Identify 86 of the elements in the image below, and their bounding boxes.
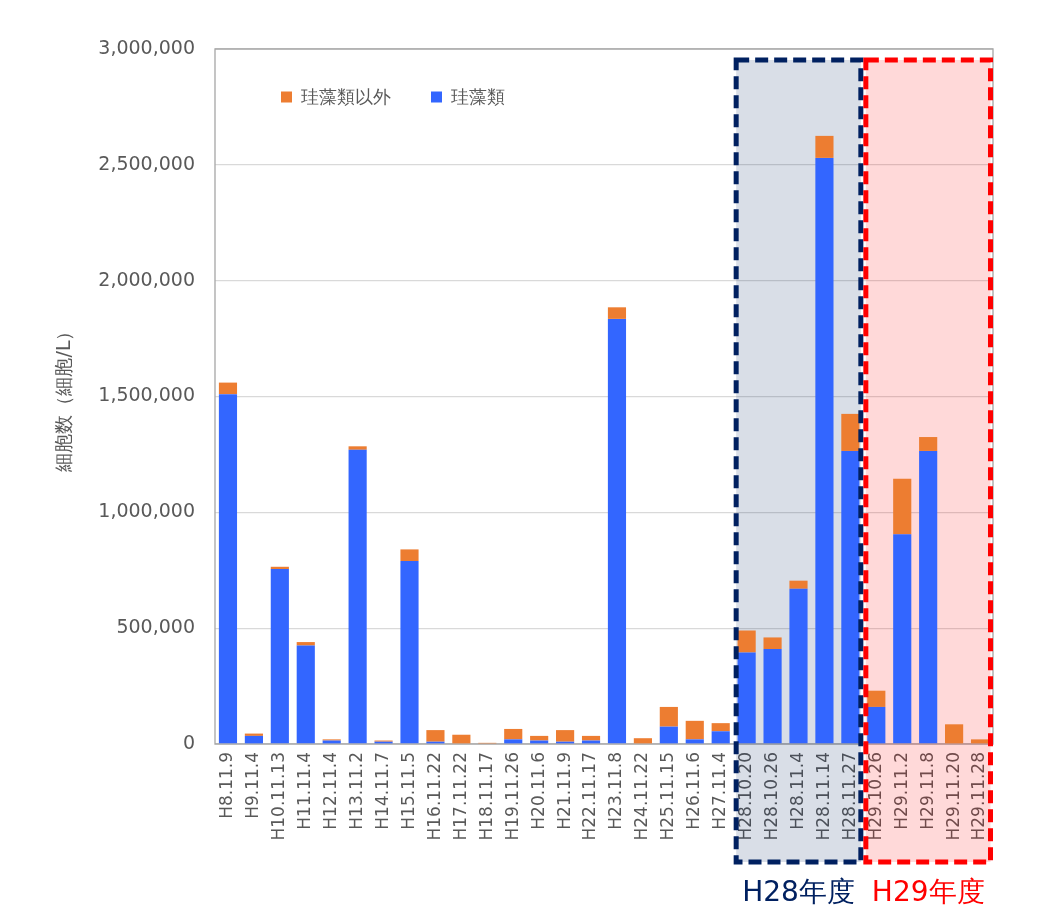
x-tick-label: H9.11.4 bbox=[242, 752, 263, 819]
x-tick-label: H29.10.26 bbox=[864, 752, 885, 841]
bar bbox=[426, 730, 445, 742]
x-tick-label: H25.11.15 bbox=[657, 752, 678, 841]
bar bbox=[737, 652, 756, 744]
bar bbox=[711, 731, 730, 744]
legend-label: 珪藻類以外 bbox=[301, 85, 391, 107]
legend-label: 珪藻類 bbox=[451, 85, 505, 107]
bar bbox=[244, 735, 263, 744]
bar bbox=[218, 394, 238, 744]
x-tick-label: H28.11.27 bbox=[838, 752, 859, 841]
y-tick-label: 0 bbox=[182, 730, 195, 753]
x-tick-label: H15.11.5 bbox=[397, 752, 418, 830]
y-axis-title: 細胞数（細胞/L） bbox=[52, 321, 75, 473]
bar bbox=[685, 720, 704, 740]
bar bbox=[893, 534, 912, 744]
band-label: H29年度 bbox=[871, 875, 985, 909]
bar bbox=[919, 450, 938, 744]
bar bbox=[659, 726, 678, 744]
y-tick-label: 500,000 bbox=[116, 615, 195, 638]
bar bbox=[348, 446, 367, 450]
bar bbox=[530, 735, 549, 741]
x-tick-label: H26.11.6 bbox=[683, 752, 704, 830]
bar bbox=[633, 738, 652, 744]
bar bbox=[296, 642, 315, 646]
bar bbox=[659, 706, 678, 727]
bar bbox=[841, 413, 860, 451]
y-tick-label: 2,500,000 bbox=[98, 151, 195, 174]
x-tick-label: H29.11.2 bbox=[890, 752, 911, 830]
x-tick-label: H12.11.4 bbox=[320, 752, 341, 830]
bar bbox=[504, 728, 523, 740]
x-tick-label: H28.11.14 bbox=[812, 752, 833, 841]
bar bbox=[789, 580, 808, 589]
bar bbox=[348, 449, 367, 744]
bar bbox=[452, 734, 471, 744]
bar bbox=[789, 588, 808, 744]
bar bbox=[400, 560, 419, 744]
x-tick-label: H13.11.2 bbox=[346, 752, 367, 830]
bar bbox=[737, 630, 756, 653]
x-tick-label: H11.11.4 bbox=[294, 752, 315, 830]
bar bbox=[581, 735, 601, 741]
bar bbox=[504, 739, 523, 744]
bar bbox=[893, 478, 912, 535]
y-tick-label: 1,500,000 bbox=[98, 383, 195, 406]
y-tick-label: 3,000,000 bbox=[98, 35, 195, 58]
x-tick-label: H27.11.4 bbox=[709, 752, 730, 830]
bar bbox=[867, 690, 886, 707]
bar bbox=[970, 739, 990, 744]
x-tick-label: H29.11.20 bbox=[942, 752, 963, 841]
band-label: H28年度 bbox=[742, 875, 855, 909]
x-tick-label: H21.11.9 bbox=[553, 752, 574, 830]
x-tick-label: H14.11.7 bbox=[371, 752, 392, 830]
x-tick-label: H23.11.8 bbox=[605, 752, 626, 830]
bar bbox=[296, 645, 315, 744]
x-tick-label: H18.11.17 bbox=[475, 752, 496, 841]
bar bbox=[945, 724, 964, 744]
bar bbox=[815, 135, 834, 158]
x-tick-label: H8.11.9 bbox=[216, 752, 237, 819]
x-tick-label: H29.11.8 bbox=[916, 752, 937, 830]
x-tick-label: H16.11.22 bbox=[423, 752, 444, 841]
x-tick-label: H28.10.26 bbox=[760, 752, 781, 841]
bar bbox=[400, 549, 419, 561]
bar bbox=[763, 649, 782, 744]
bar bbox=[711, 723, 730, 732]
y-tick-label: 2,000,000 bbox=[98, 267, 195, 290]
bar bbox=[556, 730, 575, 742]
x-tick-label: H20.11.6 bbox=[527, 752, 548, 830]
x-tick-label: H17.11.22 bbox=[449, 752, 470, 841]
x-tick-label: H22.11.17 bbox=[579, 752, 600, 841]
bar bbox=[867, 706, 886, 744]
x-tick-label: H28.11.4 bbox=[786, 752, 807, 830]
bar bbox=[270, 569, 289, 744]
bar bbox=[685, 739, 704, 744]
x-tick-label: H29.11.28 bbox=[968, 752, 989, 841]
x-tick-label: H10.11.13 bbox=[268, 752, 289, 841]
y-tick-label: 1,000,000 bbox=[98, 499, 195, 522]
x-tick-label: H19.11.26 bbox=[501, 752, 522, 841]
bar bbox=[607, 307, 627, 319]
bar bbox=[607, 318, 627, 744]
x-tick-label: H24.11.22 bbox=[631, 752, 652, 841]
bar bbox=[841, 450, 860, 744]
bar bbox=[815, 157, 834, 744]
bar bbox=[218, 382, 238, 395]
x-tick-label: H28.10.20 bbox=[735, 752, 756, 841]
bar bbox=[763, 637, 782, 650]
bar bbox=[919, 437, 938, 451]
